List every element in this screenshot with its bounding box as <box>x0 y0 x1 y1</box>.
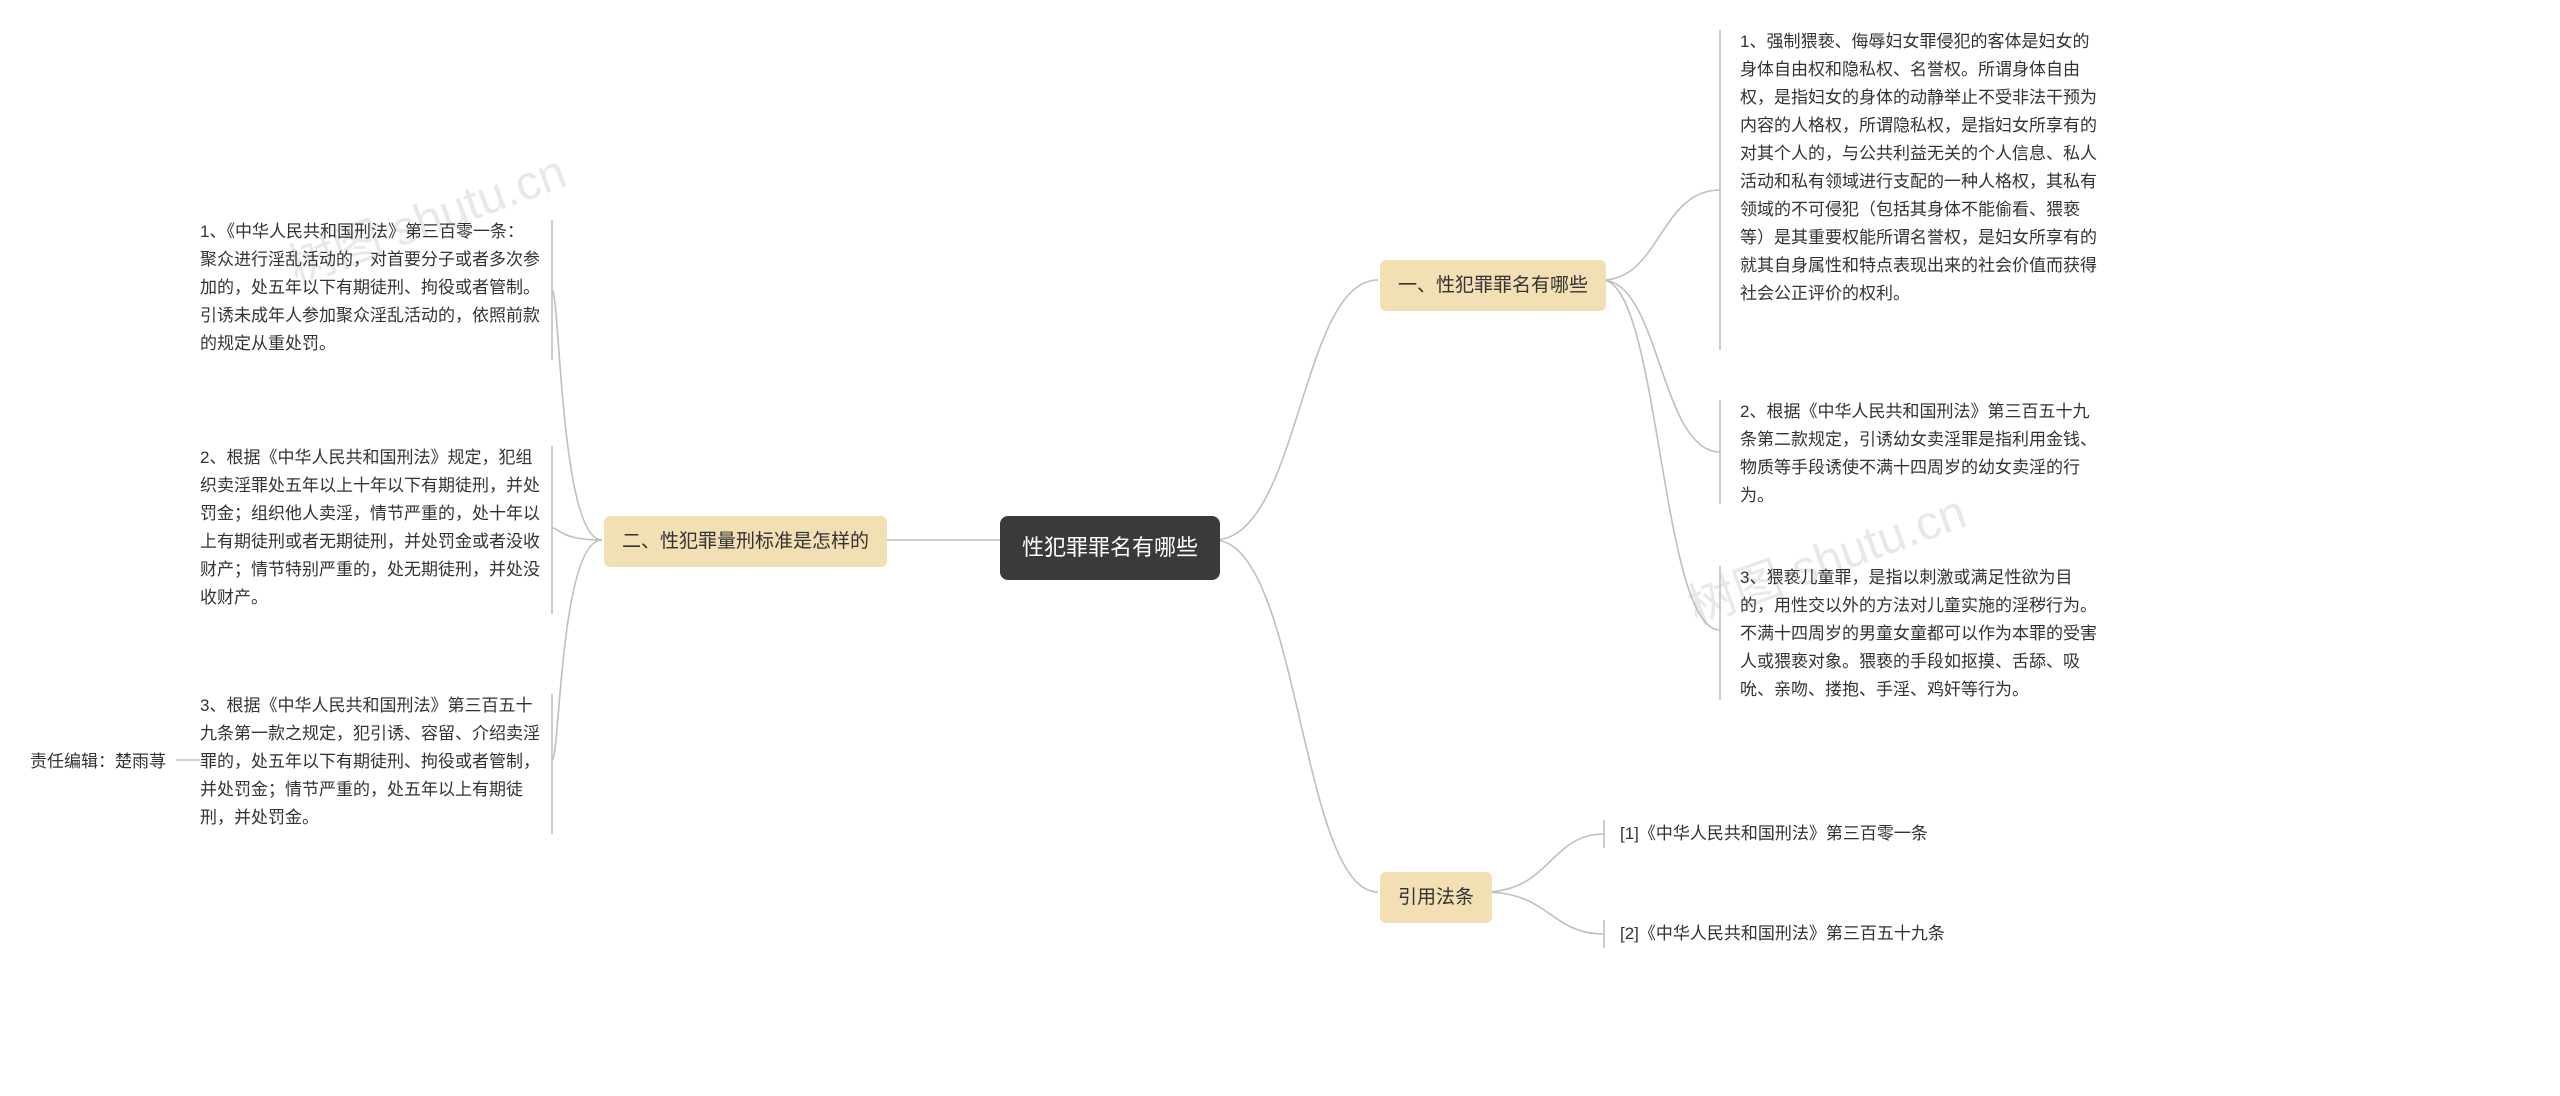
root-node[interactable]: 性犯罪罪名有哪些 <box>1000 516 1220 580</box>
leaf-citation-1: [1]《中华人民共和国刑法》第三百零一条 <box>1620 820 1928 848</box>
leaf-r1-1: 1、强制猥亵、侮辱妇女罪侵犯的客体是妇女的身体自由权和隐私权、名誉权。所谓身体自… <box>1740 28 2100 308</box>
editor-credit: 责任编辑：楚雨荨 <box>30 748 166 776</box>
leaf-r1-2: 2、根据《中华人民共和国刑法》第三百五十九条第二款规定，引诱幼女卖淫罪是指利用金… <box>1740 398 2100 510</box>
branch-section-2[interactable]: 二、性犯罪量刑标准是怎样的 <box>604 516 887 567</box>
branch-section-1[interactable]: 一、性犯罪罪名有哪些 <box>1380 260 1606 311</box>
leaf-l1: 1、《中华人民共和国刑法》第三百零一条：聚众进行淫乱活动的，对首要分子或者多次参… <box>200 218 540 358</box>
leaf-l2: 2、根据《中华人民共和国刑法》规定，犯组织卖淫罪处五年以上十年以下有期徒刑，并处… <box>200 444 540 612</box>
branch-citations[interactable]: 引用法条 <box>1380 872 1492 923</box>
leaf-l3: 3、根据《中华人民共和国刑法》第三百五十九条第一款之规定，犯引诱、容留、介绍卖淫… <box>200 692 540 832</box>
leaf-citation-2: [2]《中华人民共和国刑法》第三百五十九条 <box>1620 920 1945 948</box>
leaf-r1-3: 3、猥亵儿童罪，是指以刺激或满足性欲为目的，用性交以外的方法对儿童实施的淫秽行为… <box>1740 564 2100 704</box>
